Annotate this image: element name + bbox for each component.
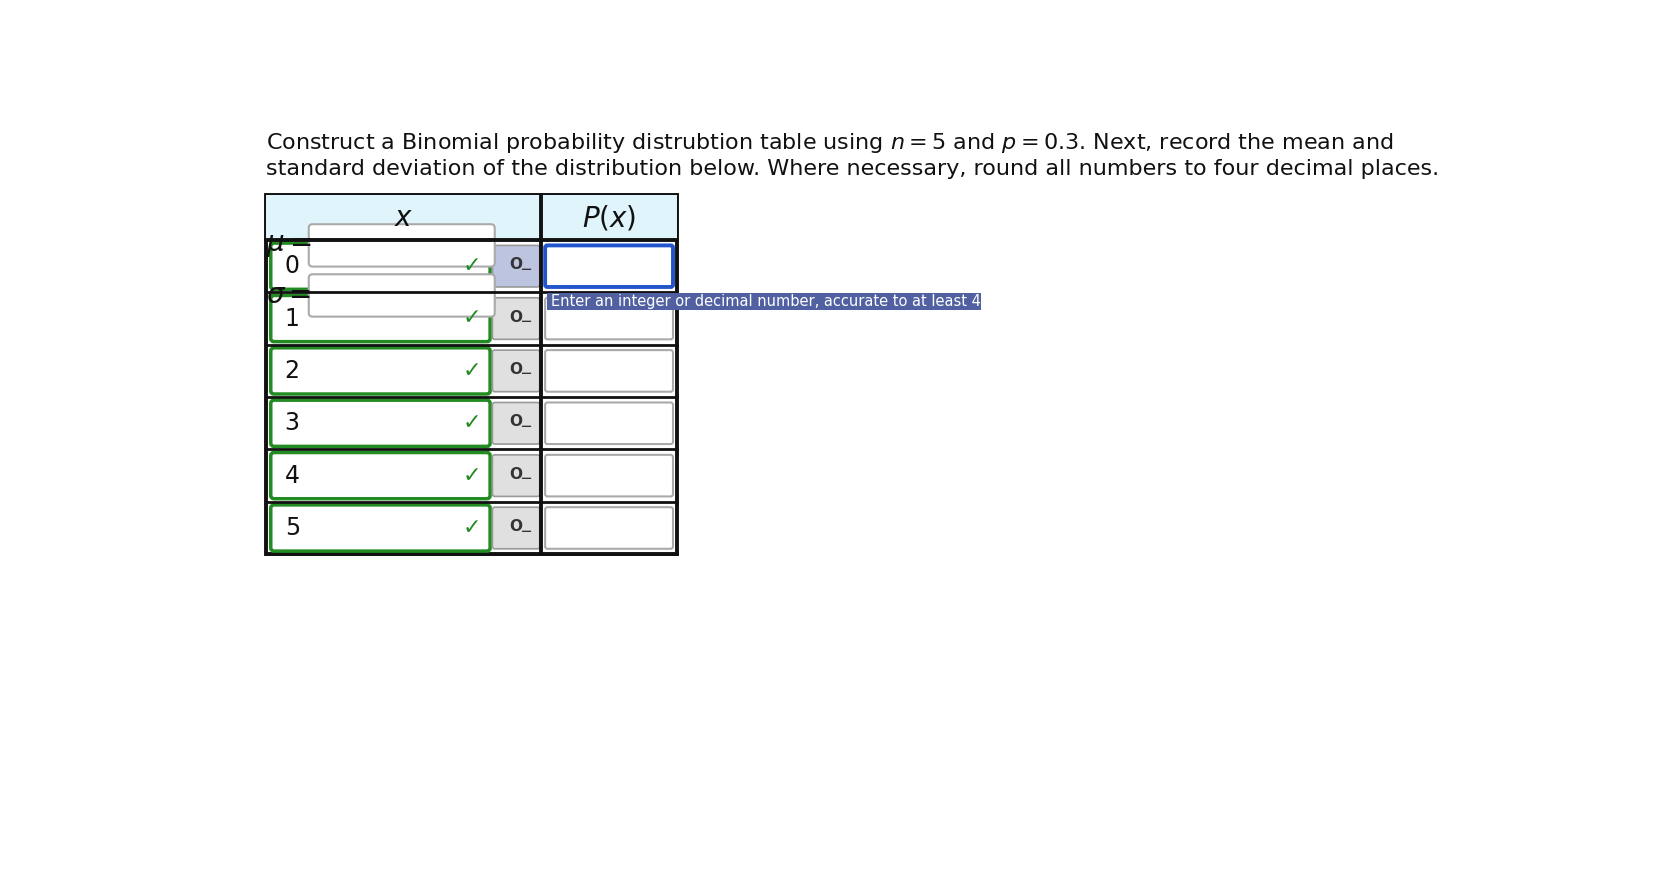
Text: ✓: ✓ [463,465,481,486]
FancyBboxPatch shape [271,505,491,551]
Text: O: O [509,362,522,376]
Text: 2: 2 [285,359,300,383]
Text: ✓: ✓ [463,518,481,538]
Text: ✓: ✓ [463,413,481,433]
FancyBboxPatch shape [493,455,539,497]
FancyBboxPatch shape [546,298,672,339]
Text: Construct a Binomial probability distrubtion table using $n = 5$ and $p = 0.3$. : Construct a Binomial probability distrub… [266,132,1394,156]
Text: ✓: ✓ [463,309,481,328]
Text: O: O [509,310,522,325]
Text: 1: 1 [285,306,300,330]
Text: O: O [509,466,522,481]
FancyBboxPatch shape [310,224,494,267]
FancyBboxPatch shape [546,246,672,287]
Text: ✓: ✓ [463,256,481,276]
Text: $\mu =$: $\mu =$ [266,231,311,259]
Text: ━━: ━━ [521,527,531,536]
Text: $\sigma =$: $\sigma =$ [266,281,311,310]
Text: O: O [509,257,522,272]
Text: ━━: ━━ [521,422,531,431]
FancyBboxPatch shape [271,295,491,342]
Text: ━━: ━━ [521,317,531,326]
Text: ✓: ✓ [463,361,481,381]
FancyBboxPatch shape [547,293,982,310]
Text: standard deviation of the distribution below. Where necessary, round all numbers: standard deviation of the distribution b… [266,159,1439,179]
Text: 4: 4 [285,464,300,488]
FancyBboxPatch shape [546,350,672,392]
Text: ━━: ━━ [521,474,531,483]
Text: ━━: ━━ [521,369,531,378]
FancyBboxPatch shape [310,274,494,317]
Text: $P(x)$: $P(x)$ [582,203,636,232]
FancyBboxPatch shape [546,455,672,497]
FancyBboxPatch shape [271,452,491,498]
FancyBboxPatch shape [271,243,491,289]
FancyBboxPatch shape [271,400,491,447]
FancyBboxPatch shape [541,195,677,240]
FancyBboxPatch shape [271,348,491,394]
FancyBboxPatch shape [493,246,539,287]
Text: $x$: $x$ [394,204,413,231]
Text: 3: 3 [285,411,300,435]
Text: ━━: ━━ [521,264,531,274]
Text: O: O [509,414,522,429]
FancyBboxPatch shape [493,402,539,444]
FancyBboxPatch shape [546,402,672,444]
FancyBboxPatch shape [493,350,539,392]
FancyBboxPatch shape [266,195,541,240]
Text: O: O [509,519,522,534]
Text: Enter an integer or decimal number, accurate to at least 4 decimal places [more.: Enter an integer or decimal number, accu… [551,294,1158,309]
Text: 0: 0 [285,255,300,279]
FancyBboxPatch shape [493,298,539,339]
FancyBboxPatch shape [266,195,677,554]
Text: 5: 5 [285,516,300,540]
FancyBboxPatch shape [493,507,539,549]
FancyBboxPatch shape [546,507,672,549]
